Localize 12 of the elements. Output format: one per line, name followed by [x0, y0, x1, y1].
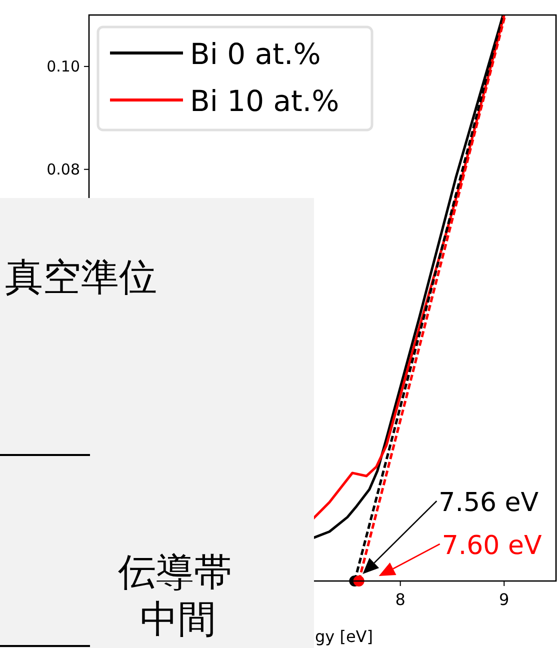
annotation: 7.56 eV [438, 488, 539, 518]
text: 中間 [140, 597, 216, 641]
y-tick-label: 0.08 [46, 160, 80, 178]
x-tick-label: 9 [499, 590, 510, 609]
y-tick-label: 0.10 [46, 57, 80, 76]
legend-label: Bi 10 at.% [190, 84, 340, 118]
x-tick-label: 8 [395, 590, 406, 609]
legend-label: Bi 0 at.% [190, 37, 321, 71]
annotation: 7.60 eV [442, 531, 542, 561]
x-axis-title: gy [eV] [315, 627, 373, 646]
annotation: 伝導帯 [118, 550, 232, 594]
annotation: 真空準位 [5, 255, 157, 299]
